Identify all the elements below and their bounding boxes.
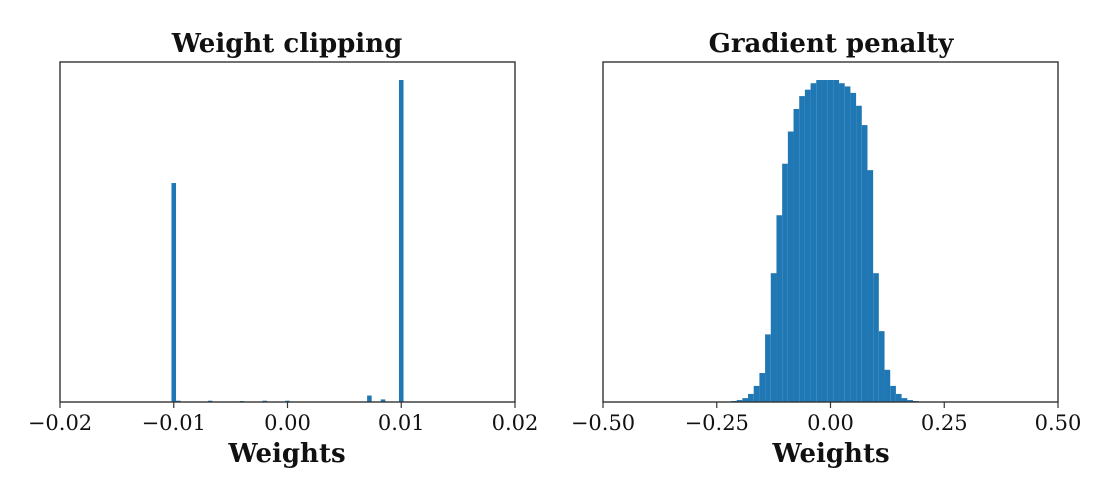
gradient-penalty-bar-1 bbox=[736, 400, 743, 402]
gradient-penalty-xtick-label-1: −0.25 bbox=[685, 411, 749, 435]
gradient-penalty-bar-23 bbox=[861, 125, 868, 402]
gradient-penalty-bar-24 bbox=[867, 170, 874, 402]
gradient-penalty-bar-28 bbox=[890, 385, 896, 402]
gradient-penalty-bar-7 bbox=[770, 273, 777, 402]
gradient-penalty-bar-10 bbox=[787, 131, 794, 402]
gradient-penalty-bar-2 bbox=[742, 398, 749, 402]
gradient-penalty-xtick-label-3: 0.25 bbox=[921, 411, 968, 435]
weight-clipping-xtick-label-1: −0.01 bbox=[142, 411, 206, 435]
weight-clipping-xtick-label-2: 0.00 bbox=[264, 411, 311, 435]
gradient-penalty-xtick-label-2: 0.00 bbox=[807, 411, 854, 435]
gradient-penalty-bar-31 bbox=[907, 400, 913, 402]
weight-clipping-x-axis: −0.02 −0.01 0.00 0.01 0.02 bbox=[28, 402, 539, 435]
gradient-penalty-bar-19 bbox=[839, 83, 845, 402]
weight-clipping-bar-7 bbox=[380, 399, 386, 402]
gradient-penalty-bar-20 bbox=[844, 86, 851, 402]
weight-clipping-panel: Weight clipping −0.02 −0.01 0.00 0.01 0.02 W… bbox=[28, 29, 539, 469]
gradient-penalty-bar-25 bbox=[873, 273, 879, 402]
gradient-penalty-bar-15 bbox=[816, 80, 822, 402]
gradient-penalty-bar-26 bbox=[878, 331, 885, 402]
gradient-penalty-bar-29 bbox=[895, 393, 902, 402]
gradient-penalty-bars bbox=[730, 80, 919, 402]
gradient-penalty-bar-18 bbox=[833, 80, 840, 402]
gradient-penalty-bar-4 bbox=[753, 385, 760, 402]
gradient-penalty-bar-27 bbox=[884, 369, 891, 402]
weight-clipping-bar-8 bbox=[398, 80, 404, 402]
weight-clipping-xtick-label-4: 0.02 bbox=[492, 411, 539, 435]
gradient-penalty-bar-12 bbox=[799, 96, 805, 402]
weight-clipping-bars bbox=[171, 80, 404, 402]
gradient-penalty-bar-17 bbox=[827, 80, 834, 402]
gradient-penalty-bar-8 bbox=[776, 215, 783, 402]
weight-clipping-xtick-label-3: 0.01 bbox=[378, 411, 425, 435]
weight-clipping-xlabel: Weights bbox=[227, 439, 345, 469]
gradient-penalty-xtick-label-4: 0.50 bbox=[1035, 411, 1082, 435]
gradient-penalty-title: Gradient penalty bbox=[709, 29, 955, 59]
gradient-penalty-bar-5 bbox=[759, 373, 766, 402]
gradient-penalty-panel: Gradient penalty −0.50 −0.25 0.00 0.25 0.50 … bbox=[571, 29, 1082, 469]
gradient-penalty-bar-30 bbox=[901, 398, 908, 402]
gradient-penalty-bar-16 bbox=[821, 80, 828, 402]
weight-clipping-bar-0 bbox=[171, 183, 177, 402]
gradient-penalty-bar-21 bbox=[850, 92, 857, 402]
gradient-penalty-bar-6 bbox=[765, 334, 771, 402]
gradient-penalty-x-axis: −0.50 −0.25 0.00 0.25 0.50 bbox=[571, 402, 1082, 435]
gradient-penalty-bar-11 bbox=[793, 108, 800, 402]
gradient-penalty-bar-22 bbox=[856, 105, 862, 402]
weight-clipping-xtick-label-0: −0.02 bbox=[28, 411, 92, 435]
gradient-penalty-bar-13 bbox=[804, 89, 811, 402]
gradient-penalty-bar-3 bbox=[748, 393, 754, 402]
gradient-penalty-xlabel: Weights bbox=[771, 439, 889, 469]
gradient-penalty-bar-14 bbox=[810, 83, 817, 402]
weight-clipping-bar-6 bbox=[367, 395, 372, 402]
gradient-penalty-bar-9 bbox=[782, 163, 788, 402]
gradient-penalty-xtick-label-0: −0.50 bbox=[571, 411, 635, 435]
weight-clipping-title: Weight clipping bbox=[171, 29, 403, 59]
weight-clipping-plot-frame bbox=[59, 61, 516, 403]
